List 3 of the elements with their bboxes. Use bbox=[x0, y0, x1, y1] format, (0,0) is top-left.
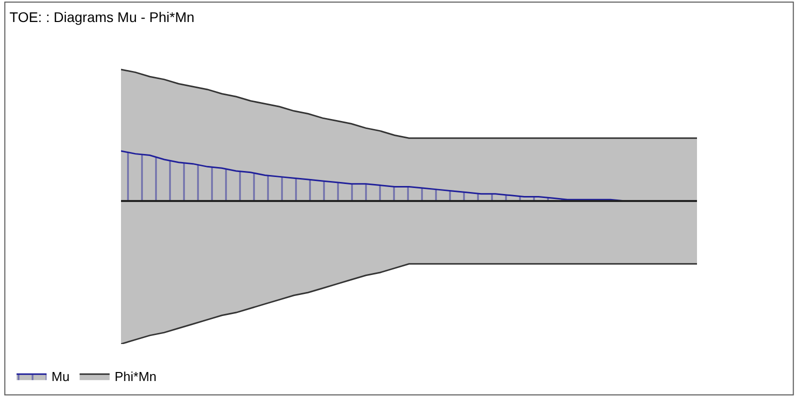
legend-label: Mu bbox=[52, 369, 70, 384]
legend-label: Phi*Mn bbox=[114, 369, 157, 384]
chart-title: TOE: : Diagrams Mu - Phi*Mn bbox=[10, 8, 194, 25]
